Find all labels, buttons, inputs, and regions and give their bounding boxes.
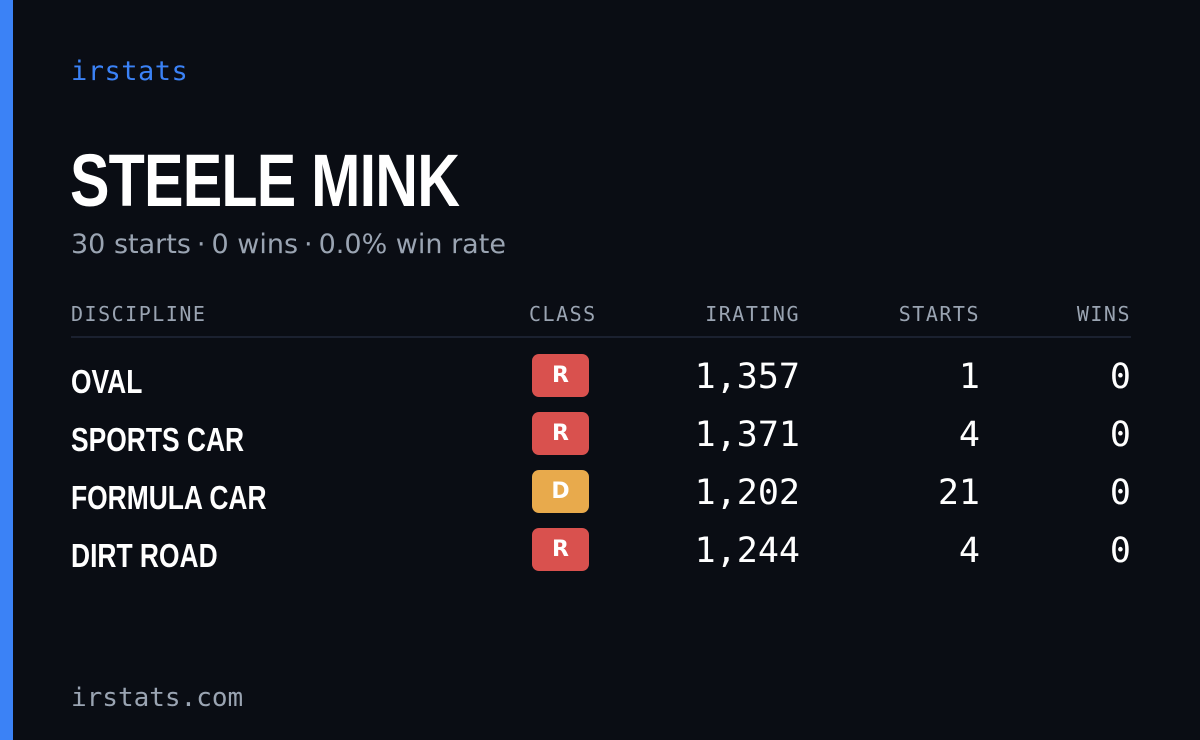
table-row: FORMULA CAR D 1,202 21 0: [71, 470, 1131, 520]
starts-summary: 30 starts: [71, 229, 191, 260]
accent-bar: [0, 0, 13, 740]
footer-url: irstats.com: [71, 683, 244, 713]
winrate-summary: 0.0% win rate: [318, 229, 506, 260]
header-starts: STARTS: [898, 302, 980, 326]
table-row: SPORTS CAR R 1,371 4 0: [71, 412, 1131, 462]
driver-name: STEELE MINK: [70, 139, 460, 222]
summary-separator: ·: [304, 229, 313, 260]
discipline-cell: OVAL: [71, 363, 143, 400]
table-row: OVAL R 1,357 1 0: [71, 354, 1131, 404]
wins-cell: 0: [1109, 415, 1131, 455]
wins-cell: 0: [1109, 531, 1131, 571]
starts-cell: 4: [958, 531, 980, 571]
header-discipline: DISCIPLINE: [71, 302, 207, 326]
header-class: CLASS: [529, 302, 597, 326]
table-header: DISCIPLINE CLASS IRATING STARTS WINS: [71, 296, 1131, 338]
wins-cell: 0: [1109, 473, 1131, 513]
starts-cell: 1: [958, 357, 980, 397]
wins-cell: 0: [1109, 357, 1131, 397]
starts-cell: 21: [937, 473, 980, 513]
brand-logo-text: irstats: [71, 56, 189, 87]
summary-separator: ·: [196, 229, 206, 260]
discipline-cell: DIRT ROAD: [71, 537, 218, 574]
driver-summary: 30 starts · 0 wins · 0.0% win rate: [71, 226, 506, 264]
irating-cell: 1,244: [694, 531, 800, 571]
header-wins: WINS: [1076, 302, 1131, 326]
discipline-cell: SPORTS CAR: [71, 421, 245, 458]
header-irating: IRATING: [705, 302, 800, 326]
class-badge: R: [532, 528, 589, 571]
irating-cell: 1,202: [694, 473, 800, 513]
class-badge: D: [532, 470, 589, 513]
wins-summary: 0 wins: [211, 229, 299, 260]
starts-cell: 4: [958, 415, 980, 455]
class-badge: R: [532, 412, 589, 455]
discipline-cell: FORMULA CAR: [71, 479, 267, 516]
class-badge: R: [532, 354, 589, 397]
table-row: DIRT ROAD R 1,244 4 0: [71, 528, 1131, 578]
irating-cell: 1,371: [694, 415, 800, 455]
stats-table: DISCIPLINE CLASS IRATING STARTS WINS OVA…: [71, 296, 1131, 574]
irating-cell: 1,357: [694, 357, 800, 397]
